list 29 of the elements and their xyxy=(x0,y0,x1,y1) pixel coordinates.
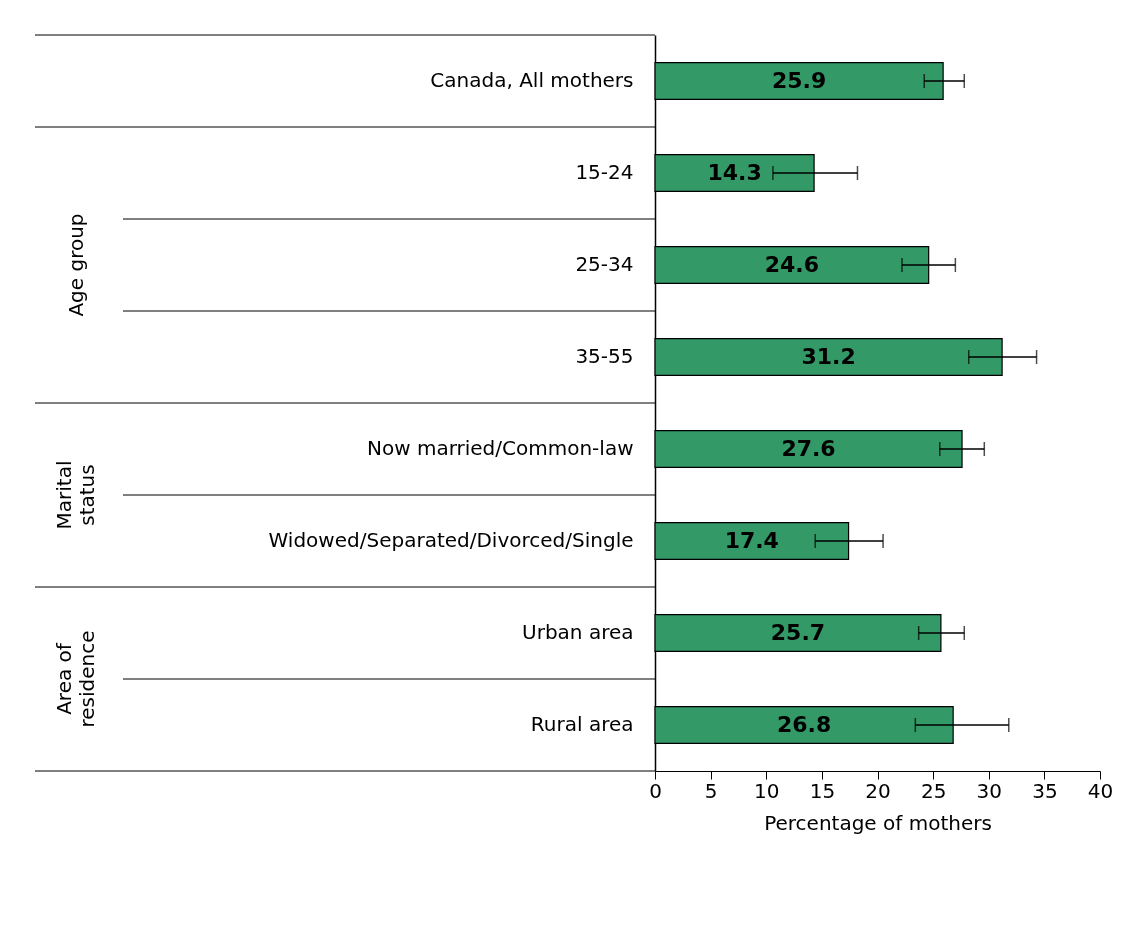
y-tick-label: Canada, All mothers xyxy=(430,68,634,92)
y-tick-label: Urban area xyxy=(522,620,634,644)
text: Area of residence xyxy=(52,630,99,728)
text: Marital status xyxy=(52,460,99,530)
data-label: 31.2 xyxy=(801,344,856,369)
data-label: 26.8 xyxy=(776,712,832,737)
data-label: 14.3 xyxy=(707,160,762,185)
x-tick-label: 40 xyxy=(1087,778,1114,803)
y-tick-label: 35-55 xyxy=(575,344,634,368)
data-label: 25.7 xyxy=(770,620,826,645)
x-tick-label: 35 xyxy=(1032,778,1058,803)
y-tick-label: 25-34 xyxy=(575,252,634,276)
data-label: 24.6 xyxy=(764,252,819,277)
x-tick-label: 5 xyxy=(704,778,718,803)
y-tick-label: 15-24 xyxy=(575,160,634,184)
x-tick-label: 30 xyxy=(976,778,1002,803)
data-label: 25.9 xyxy=(771,68,827,93)
x-tick-label: 0 xyxy=(649,778,662,803)
x-axis-title: Percentage of mothers xyxy=(764,810,992,835)
x-tick-label: 25 xyxy=(920,778,947,803)
x-tick-label: 10 xyxy=(754,778,780,803)
data-label: 27.6 xyxy=(781,436,836,461)
data-label: 17.4 xyxy=(724,528,779,553)
x-tick-label: 20 xyxy=(865,778,891,803)
y-tick-label: Widowed/Separated/Divorced/Single xyxy=(268,528,634,552)
y-tick-label: Now married/Common-law xyxy=(366,436,634,460)
y-tick-label: Rural area xyxy=(530,712,634,736)
x-tick-label: 15 xyxy=(809,778,836,803)
text: Age group xyxy=(64,213,88,317)
